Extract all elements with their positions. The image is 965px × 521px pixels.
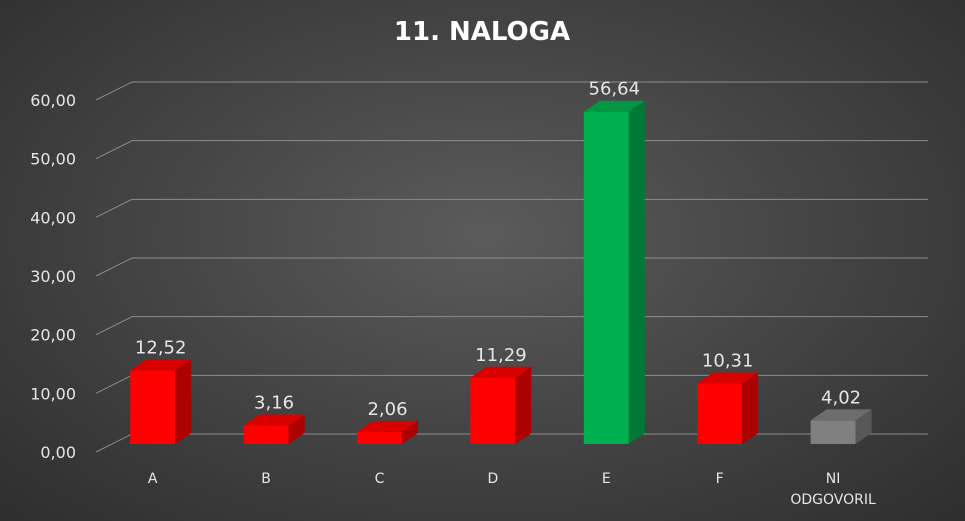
bar [243, 414, 305, 444]
x-category-label: A [148, 471, 158, 487]
x-category-label-line: B [261, 471, 271, 487]
data-label: 12,52 [135, 338, 187, 359]
bar-front-face [243, 425, 289, 444]
bar-front-face [583, 111, 629, 444]
bar-top-face [697, 372, 759, 384]
x-category-label: F [716, 471, 724, 487]
data-label: 56,64 [589, 79, 641, 100]
x-category-label-line: A [148, 471, 158, 487]
data-label: 11,29 [475, 345, 527, 366]
bar-side-face [515, 366, 532, 444]
data-label: 10,31 [702, 351, 754, 372]
bar-side-face [402, 420, 418, 444]
x-category-label-line: D [488, 471, 499, 487]
data-label: 3,16 [254, 392, 294, 413]
x-category-label: B [261, 471, 271, 487]
gridline-diagonal [95, 257, 133, 277]
x-category-label: C [375, 471, 385, 487]
x-category-label-line: F [716, 471, 724, 487]
bar-side-face [175, 359, 192, 444]
bar-side-face [742, 372, 759, 444]
gridline-diagonal [95, 81, 133, 101]
y-tick-label: 30,00 [30, 267, 76, 286]
bar [583, 100, 645, 444]
bar [130, 359, 192, 444]
bar-top-face [583, 100, 645, 112]
bar-top-face [243, 414, 305, 426]
x-category-label-line: ODGOVORIL [790, 492, 876, 508]
gridline-diagonal [95, 198, 133, 218]
data-label: 2,06 [367, 399, 407, 420]
x-category-label: E [602, 471, 611, 487]
gridline [95, 257, 928, 277]
bar-top-face [130, 359, 192, 371]
bar [810, 409, 872, 444]
bar-top-face [357, 420, 418, 432]
gridline [95, 81, 928, 101]
bar-side-face [628, 100, 645, 444]
bar-front-face [130, 370, 176, 444]
bar-front-face [810, 420, 856, 444]
bar-top-face [470, 366, 532, 378]
data-label: 4,02 [821, 387, 861, 408]
bar-side-face [855, 409, 872, 444]
y-axis: 0,00 10,00 20,00 30,00 40,00 50,00 60,00 [30, 91, 76, 462]
bars-layer [130, 100, 872, 444]
x-category-label: NI ODGOVORIL [790, 471, 876, 508]
bar-top-face [810, 409, 872, 421]
x-category-label-line: NI [826, 471, 841, 487]
gridline [95, 316, 928, 336]
gridline-diagonal [95, 140, 133, 160]
y-tick-label: 20,00 [30, 326, 76, 345]
bar [470, 366, 532, 444]
gridline-diagonal [95, 316, 133, 336]
gridline-diagonal [95, 433, 133, 453]
labels-layer: 12,52 A 3,16 B 2,06 C 11,29 D 56,64 E 10,31 F 4,02 NI… [135, 79, 876, 508]
chart-title: 11. NALOGA [394, 17, 570, 47]
y-tick-label: 10,00 [30, 384, 76, 403]
gridline-diagonal [95, 374, 133, 394]
bar-front-face [357, 431, 402, 444]
gridline [95, 140, 928, 160]
x-category-label-line: C [375, 471, 385, 487]
bar-front-face [470, 377, 516, 444]
y-tick-label: 40,00 [30, 208, 76, 227]
y-tick-label: 50,00 [30, 150, 76, 169]
gridline [95, 198, 928, 218]
y-tick-label: 60,00 [30, 91, 76, 110]
bar [697, 372, 759, 444]
bar-front-face [697, 383, 743, 444]
x-category-label-line: E [602, 471, 611, 487]
y-tick-label: 0,00 [40, 443, 76, 462]
bar [357, 420, 418, 444]
bar-side-face [288, 414, 305, 444]
x-category-label: D [488, 471, 499, 487]
